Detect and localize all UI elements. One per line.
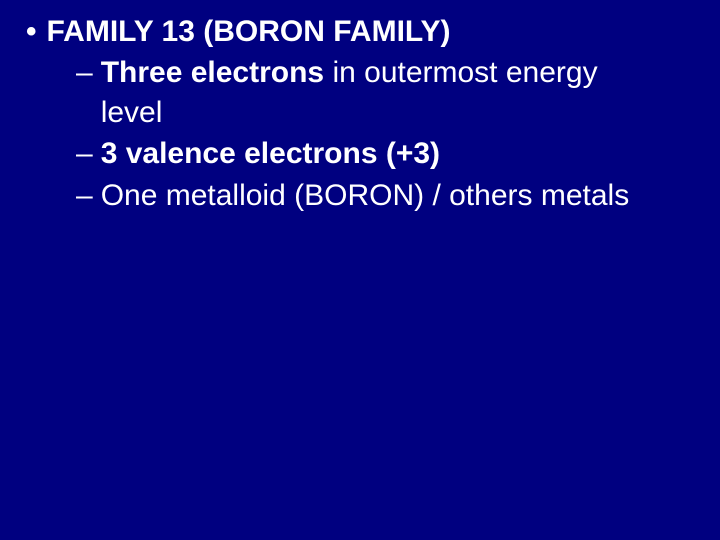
slide-content: • FAMILY 13 (BORON FAMILY) – Three elect…	[0, 0, 720, 540]
sub-text-2: 3 valence electrons (+3)	[101, 134, 661, 174]
sub-item-1: – Three electrons in outermost energy le…	[76, 53, 720, 132]
sub-item-2: – 3 valence electrons (+3)	[76, 134, 720, 174]
sub-list: – Three electrons in outermost energy le…	[76, 53, 720, 215]
bullet-icon: •	[26, 12, 37, 51]
main-bullet: • FAMILY 13 (BORON FAMILY)	[20, 12, 720, 51]
dash-icon: –	[76, 134, 93, 174]
dash-icon: –	[76, 176, 93, 216]
main-title: FAMILY 13 (BORON FAMILY)	[47, 12, 451, 51]
sub-text-3: One metalloid (BORON) / others metals	[101, 176, 661, 216]
sub-text-1: Three electrons in outermost energy leve…	[101, 53, 661, 132]
dash-icon: –	[76, 53, 93, 93]
sub-text-1-bold: Three electrons	[101, 56, 324, 89]
sub-item-3: – One metalloid (BORON) / others metals	[76, 176, 720, 216]
